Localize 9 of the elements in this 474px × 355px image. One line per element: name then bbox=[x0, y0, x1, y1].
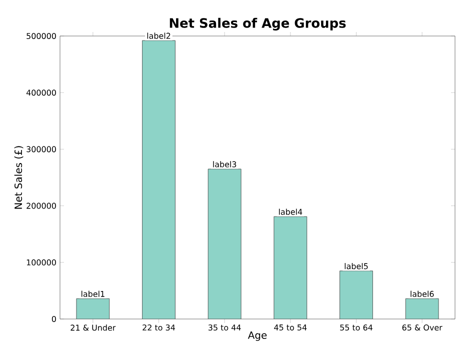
y-axis-title: Net Sales (£) bbox=[14, 146, 24, 209]
bar bbox=[405, 298, 439, 319]
bar bbox=[142, 40, 176, 319]
chart-title: Net Sales of Age Groups bbox=[170, 18, 346, 31]
bar bbox=[340, 270, 373, 319]
bar bbox=[76, 298, 110, 319]
x-axis-title: Age bbox=[248, 332, 267, 341]
bar bbox=[208, 168, 242, 319]
bar bbox=[274, 216, 308, 319]
